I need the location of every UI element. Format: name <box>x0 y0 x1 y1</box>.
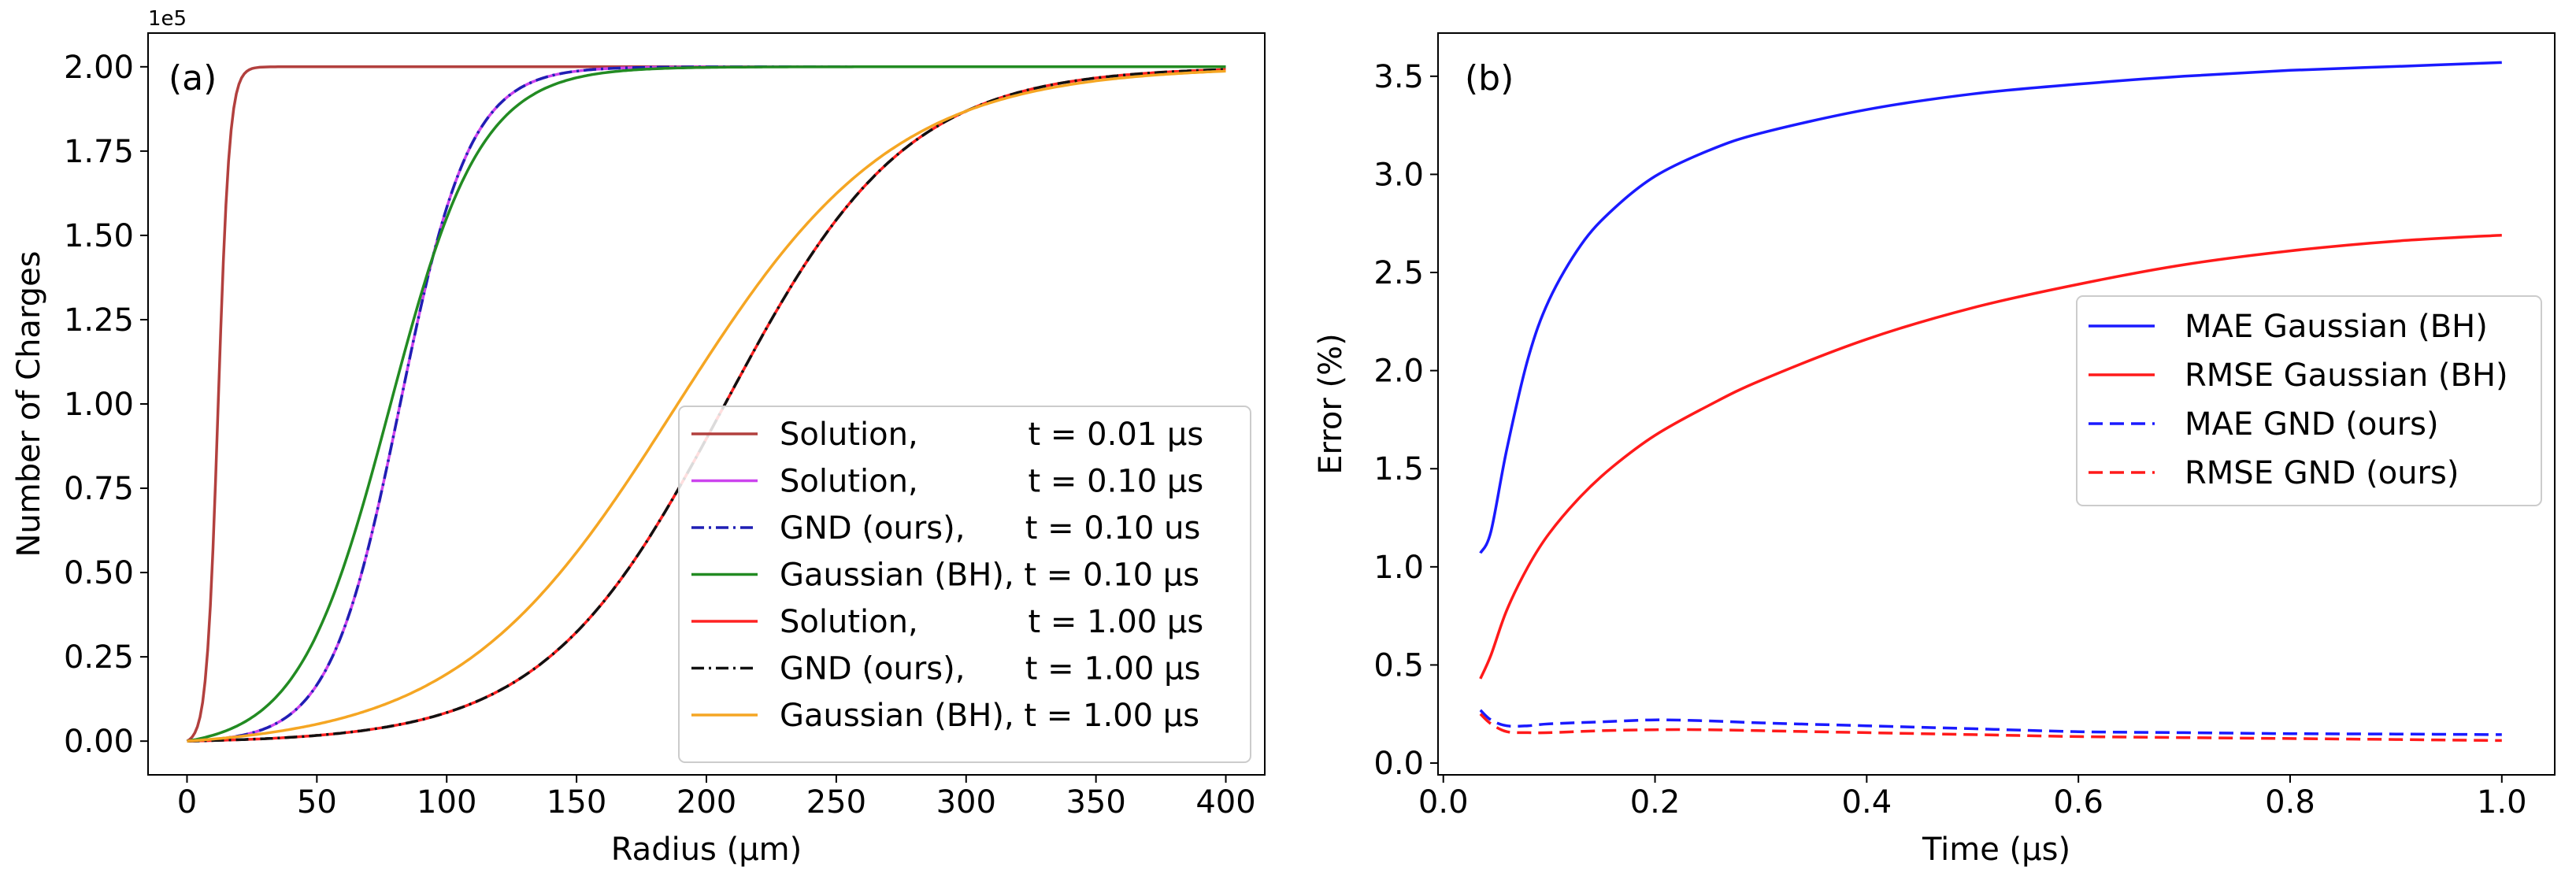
panel-b-series-lines <box>1479 61 2502 743</box>
panel-a-legend-box <box>678 406 1251 763</box>
panel-b-series-line-0 <box>1479 61 2502 554</box>
panel-b-legend-label-3: RMSE GND (ours) <box>2185 455 2459 491</box>
panel-b-y-tick-label: 0.5 <box>1373 647 1424 684</box>
panel-b-x-tick-label: 1.0 <box>2477 784 2527 821</box>
panel-a-x-tick-label: 300 <box>936 784 996 821</box>
panel-a-y-tick-label: 1.00 <box>64 387 134 423</box>
panel-b-y-tick-label: 1.5 <box>1373 451 1424 487</box>
panel-b-x-tick-label: 0.8 <box>2265 784 2315 821</box>
panel-a-series-lines <box>186 65 1226 743</box>
panel-b-y-tick-label: 3.0 <box>1373 157 1424 193</box>
panel-a-y-tick-label: 1.25 <box>64 302 134 339</box>
panel-a-y-tick-label: 0.75 <box>64 471 134 507</box>
panel-b-series-line-3 <box>1479 713 2502 743</box>
panel-a-series-line-3 <box>187 65 1226 743</box>
panel-a-y-tick-label: 1.75 <box>64 134 134 170</box>
panel-a-x-tick-label: 250 <box>806 784 866 821</box>
panel-a-y-tick-label: 0.00 <box>64 724 134 760</box>
panel-a-x-tick-label: 150 <box>547 784 606 821</box>
panel-a-x-tick-label: 100 <box>417 784 476 821</box>
panel-a-x-ticks: 0 50 100 150 200 250 300 350 400 <box>177 775 1256 821</box>
panel-b-series-line-1 <box>1479 233 2502 680</box>
panel-a-y-tick-label: 0.50 <box>64 555 134 591</box>
panel-b-y-tick-label: 1.0 <box>1373 550 1424 586</box>
panel-a-legend: Solution, t = 0.01 µs Solution, t = 0.10 … <box>678 406 1251 763</box>
panel-b-legend-box <box>2076 295 2542 506</box>
panel-a-y-offset-label: 1e5 <box>148 7 187 31</box>
panel-a-x-tick-label: 50 <box>297 784 337 821</box>
panel-a-series-line-5 <box>187 68 1226 743</box>
panel-b-y-axis-label: Error (%) <box>1313 333 1349 474</box>
panel-b-y-tick-label: 2.5 <box>1373 255 1424 291</box>
panel-b-series-line-2 <box>1479 709 2502 736</box>
panel-a-legend-label-4: Solution, t = 1.00 µs <box>780 604 1203 640</box>
panel-a-y-ticks: 0.00 0.25 0.50 0.75 1.00 1.25 1.50 1.75 2.00 <box>64 50 148 760</box>
panel-a-chart: 0 50 100 150 200 250 300 350 400 0.00 0.25 0.50 0.7… <box>11 7 1266 868</box>
panel-b-legend-label-2: MAE GND (ours) <box>2185 406 2439 443</box>
panel-a-x-tick-label: 0 <box>177 784 197 821</box>
panel-b-y-ticks: 0.0 0.5 1.0 1.5 2.0 2.5 3.0 3.5 <box>1373 59 1438 782</box>
panel-b-y-tick-label: 0.0 <box>1373 746 1424 782</box>
panel-a-y-axis-label: Number of Charges <box>11 250 47 557</box>
panel-b-legend: MAE Gaussian (BH) RMSE Gaussian (BH) MAE G… <box>2076 295 2542 506</box>
panel-a-legend-label-0: Solution, t = 0.01 µs <box>780 417 1203 453</box>
panel-a-x-tick-label: 200 <box>676 784 736 821</box>
panel-a-legend-label-5: GND (ours), t = 1.00 µs <box>780 651 1200 687</box>
panel-a-x-tick-label: 400 <box>1195 784 1255 821</box>
panel-b-x-axis-label: Time (µs) <box>1922 832 2070 868</box>
panel-b-x-ticks: 0.0 0.2 0.4 0.6 0.8 1.0 <box>1418 775 2527 821</box>
panel-a-y-tick-label: 1.50 <box>64 218 134 254</box>
panel-b-y-tick-label: 2.0 <box>1373 354 1424 390</box>
panel-a-x-axis-label: Radius (µm) <box>611 832 802 868</box>
panel-b-x-tick-label: 0.6 <box>2053 784 2103 821</box>
panel-b-legend-label-0: MAE Gaussian (BH) <box>2185 309 2488 345</box>
panel-a-y-tick-label: 2.00 <box>64 50 134 86</box>
panel-a-x-tick-label: 350 <box>1066 784 1125 821</box>
panel-b-legend-label-1: RMSE Gaussian (BH) <box>2185 357 2508 394</box>
panel-b-chart: 0.0 0.2 0.4 0.6 0.8 1.0 0.0 0.5 1.0 1.5 2.0 2.5 3.0… <box>1313 32 2556 868</box>
panel-b-y-tick-label: 3.5 <box>1373 59 1424 95</box>
panel-a-y-tick-label: 0.25 <box>64 639 134 676</box>
panel-b-tag: (b) <box>1465 58 1514 98</box>
panel-a-legend-label-3: Gaussian (BH), t = 0.10 µs <box>780 558 1199 594</box>
panel-b-x-tick-label: 0.2 <box>1630 784 1681 821</box>
panel-a-legend-label-6: Gaussian (BH), t = 1.00 µs <box>780 698 1199 734</box>
panel-b-x-tick-label: 0.0 <box>1418 784 1469 821</box>
panel-a-tag: (a) <box>169 58 217 98</box>
panel-a-legend-label-1: Solution, t = 0.10 µs <box>780 464 1203 500</box>
panel-a-legend-label-2: GND (ours), t = 0.10 us <box>780 510 1200 546</box>
panel-a-series-line-6 <box>187 69 1226 743</box>
panel-b-x-tick-label: 0.4 <box>1842 784 1892 821</box>
